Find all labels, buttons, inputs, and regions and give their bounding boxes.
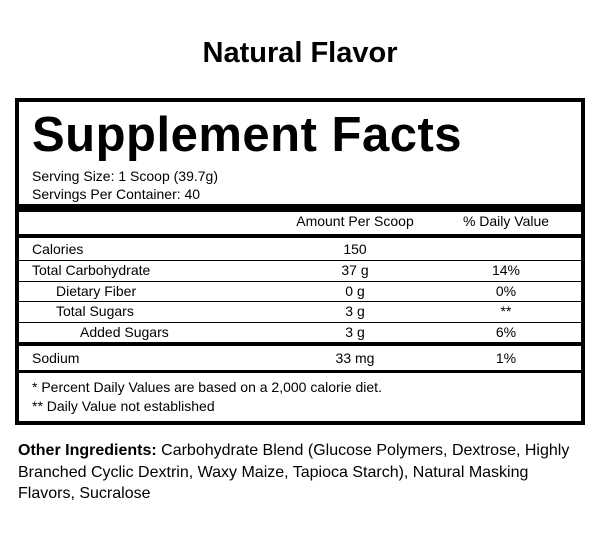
row-label: Dietary Fiber [56,283,137,299]
row-daily-value: 1% [495,350,517,366]
row-amount: 3 g [345,303,365,319]
row-daily-value: 6% [495,324,517,340]
row-daily-value: 14% [491,262,521,278]
ingredients: Other Ingredients: Carbohydrate Blend (G… [18,440,584,505]
serving-size: Serving Size: 1 Scoop (39.7g) [32,168,218,184]
row-amount: 0 g [345,283,365,299]
rule [19,322,581,323]
row-amount: 33 mg [335,350,375,366]
rule [19,260,581,261]
rule [19,370,581,373]
rule [19,234,581,238]
rule [19,204,581,212]
panel-title: Supplement Facts [32,108,463,162]
row-label: Total Carbohydrate [32,262,151,278]
column-header: % Daily Value [462,213,550,229]
ingredients-text: Carbohydrate Blend (Glucose Polymers, De… [18,442,570,502]
row-amount: 37 g [341,262,369,278]
row-label: Calories [32,241,84,257]
facts-panel [15,98,585,425]
row-amount: 3 g [345,324,365,340]
row-label: Total Sugars [56,303,134,319]
rule [19,342,581,346]
servings-per-container: Servings Per Container: 40 [32,186,201,202]
column-header: Amount Per Scoop [296,213,414,229]
row-daily-value: 0% [495,283,517,299]
rule [19,281,581,282]
row-label: Added Sugars [80,324,169,340]
footnote: ** Daily Value not established [32,398,215,414]
row-daily-value: ** [500,303,512,319]
rule [19,301,581,302]
row-amount: 150 [343,241,367,257]
row-label: Sodium [32,350,80,366]
title: Natural Flavor [202,37,398,69]
ingredients-label: Other Ingredients: [18,442,157,459]
footnote: * Percent Daily Values are based on a 2,… [32,379,382,395]
